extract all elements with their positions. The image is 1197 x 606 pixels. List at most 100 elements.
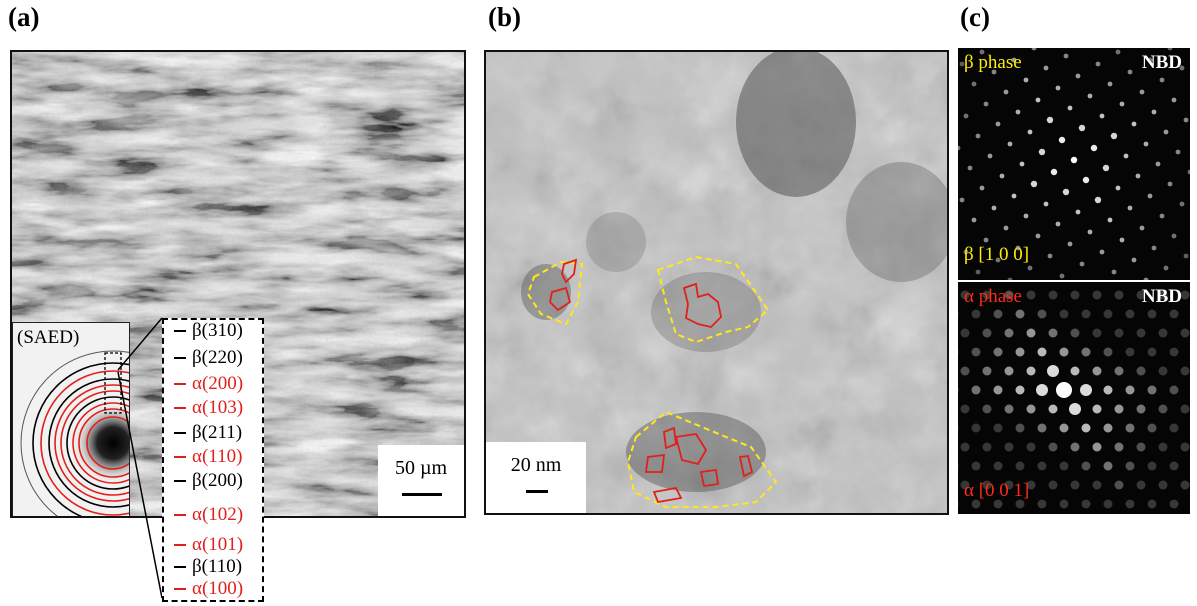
diffraction-spot — [1139, 89, 1145, 95]
alpha-diffraction-spots — [958, 290, 1190, 509]
diffraction-spot — [1125, 461, 1135, 471]
diffraction-spot — [1147, 347, 1157, 357]
diffraction-spot — [1004, 328, 1014, 338]
diffraction-spot — [1147, 57, 1153, 63]
diffraction-spot — [1167, 181, 1173, 187]
diffraction-spot — [1011, 57, 1017, 63]
diffraction-spot — [1050, 168, 1058, 176]
legend-dash — [174, 432, 186, 434]
diffraction-spot — [1159, 213, 1165, 219]
legend-dash — [174, 588, 186, 590]
diffraction-spot — [1114, 328, 1124, 338]
diffraction-spot — [1048, 328, 1058, 338]
diffraction-spot — [993, 309, 1003, 319]
diffraction-spot — [1114, 404, 1124, 414]
saed-ring-legend: β(310) β(220) α(200) α(103) β(211) α(110… — [162, 318, 264, 602]
legend-dash — [174, 330, 186, 332]
diffraction-spot — [1059, 423, 1069, 433]
diffraction-spot — [958, 349, 959, 355]
diffraction-spot — [1070, 290, 1080, 300]
legend-label: α(101) — [192, 534, 244, 555]
diffraction-spot — [1131, 121, 1137, 127]
diffraction-spot — [958, 501, 959, 507]
legend-dash — [174, 383, 186, 385]
diffraction-spot — [1067, 241, 1073, 247]
diffraction-spot — [1067, 105, 1073, 111]
diffraction-spot — [1027, 129, 1033, 135]
diffraction-spot — [958, 145, 961, 151]
diffraction-spot — [1078, 124, 1086, 132]
diffraction-spot — [971, 423, 981, 433]
saed-pattern — [13, 323, 129, 516]
diffraction-spot — [1175, 149, 1181, 155]
diffraction-spot — [1019, 161, 1025, 167]
diffraction-spot — [1027, 265, 1033, 271]
diffraction-spot — [1004, 404, 1014, 414]
diffraction-spot — [1035, 233, 1041, 239]
diffraction-spot — [995, 257, 1001, 263]
diffraction-spot — [983, 237, 989, 243]
diffraction-spot — [960, 442, 970, 452]
beta-diffraction-spots — [958, 48, 1190, 280]
diffraction-spot — [1127, 205, 1133, 211]
legend-dash — [174, 407, 186, 409]
diffraction-spot — [1095, 61, 1101, 67]
diffraction-spot — [1107, 81, 1113, 87]
diffraction-spot — [1169, 347, 1179, 357]
diffraction-spot — [1062, 188, 1070, 196]
diffraction-spot — [982, 480, 992, 490]
diffraction-spot — [1136, 328, 1146, 338]
legend-row-alpha-101: α(101) — [164, 534, 262, 556]
diffraction-spot — [1081, 461, 1091, 471]
diffraction-spot — [1158, 328, 1168, 338]
legend-dash — [174, 480, 186, 482]
diffraction-spot — [971, 81, 977, 87]
diffraction-spot — [993, 461, 1003, 471]
diffraction-spot — [1136, 366, 1146, 376]
diffraction-spot — [1026, 404, 1036, 414]
diffraction-spot — [1079, 261, 1085, 267]
diffraction-spot — [1007, 141, 1013, 147]
diffraction-spot — [1004, 442, 1014, 452]
scale-bar-b: 20 nm — [486, 442, 586, 513]
diffraction-spot — [958, 311, 959, 317]
diffraction-spot — [1163, 129, 1169, 135]
diffraction-spot — [1147, 309, 1157, 319]
diffraction-spot — [960, 290, 970, 300]
diffraction-spot — [1180, 404, 1190, 414]
diffraction-spot — [993, 347, 1003, 357]
alpha-particle-outlines — [549, 258, 754, 504]
legend-row-beta-211: β(211) — [164, 422, 262, 444]
diffraction-spot — [1023, 77, 1029, 83]
diffraction-spot — [1070, 480, 1080, 490]
legend-label: α(102) — [192, 504, 244, 525]
legend-label: β(211) — [192, 422, 243, 443]
diffraction-spot — [1092, 442, 1102, 452]
diffraction-spot — [1136, 480, 1146, 490]
diffraction-spot — [1038, 148, 1046, 156]
diffraction-spot — [1147, 461, 1157, 471]
diffraction-spot — [971, 347, 981, 357]
diffraction-spot — [1003, 225, 1009, 231]
diffraction-spot — [1026, 442, 1036, 452]
diffraction-spot — [975, 269, 981, 275]
diffraction-spot — [1143, 277, 1149, 280]
diffraction-spot — [1163, 265, 1169, 271]
diffraction-spot — [1059, 499, 1069, 509]
diffraction-spot — [1136, 442, 1146, 452]
nbd-label-bottom: NBD — [1141, 286, 1182, 307]
diffraction-spot — [1169, 385, 1179, 395]
diffraction-spot — [1125, 385, 1135, 395]
diffraction-spot — [1143, 141, 1149, 147]
diffraction-spot — [1082, 176, 1090, 184]
legend-label: α(103) — [192, 397, 244, 418]
diffraction-spot — [991, 205, 997, 211]
diffraction-spot — [993, 385, 1003, 395]
diffraction-spot — [1081, 423, 1091, 433]
diffraction-spot — [999, 173, 1005, 179]
diffraction-spot — [1081, 499, 1091, 509]
diffraction-spot — [1103, 423, 1113, 433]
diffraction-spot — [1075, 73, 1081, 79]
diffraction-spot — [1183, 253, 1189, 259]
diffraction-spot — [1003, 89, 1009, 95]
